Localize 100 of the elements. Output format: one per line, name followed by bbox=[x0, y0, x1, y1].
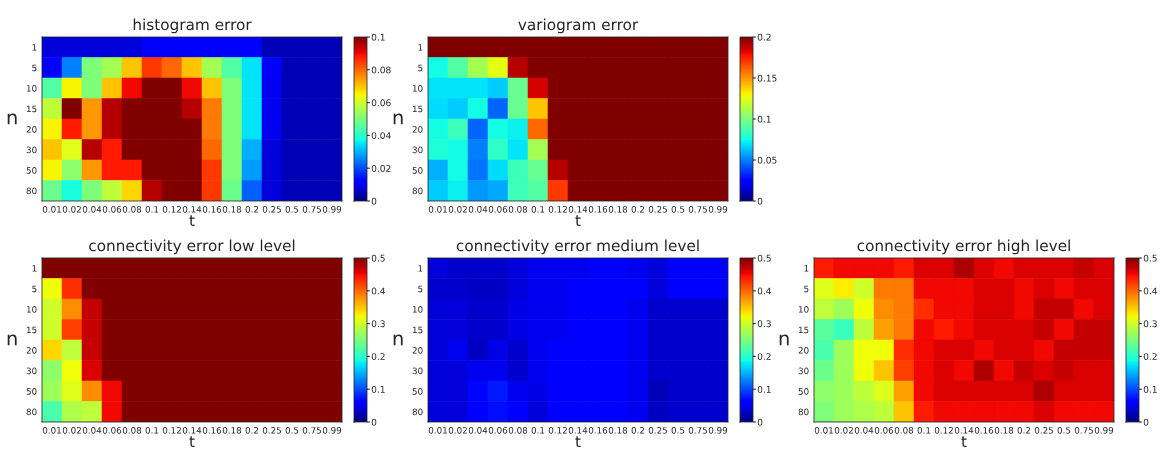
color-bar-label: 0 bbox=[371, 418, 377, 426]
x-tick-label: 0.18 bbox=[994, 427, 1014, 434]
y-tick-label: 80 bbox=[26, 408, 37, 416]
y-tick-label: 1 bbox=[418, 265, 423, 272]
x-tick-label: 0.5 bbox=[1057, 427, 1071, 434]
x-tick-label: 0.04 bbox=[82, 206, 102, 213]
x-tick-label: 0.12 bbox=[548, 427, 567, 434]
x-tick-label: 0.02 bbox=[62, 427, 81, 434]
x-tick-label: 0.06 bbox=[102, 427, 122, 434]
y-tick-label: 15 bbox=[26, 326, 37, 334]
x-tick-label: 0.01 bbox=[42, 427, 61, 434]
color-bar-label: 0 bbox=[757, 418, 763, 426]
x-tick-label: 0.1 bbox=[531, 206, 545, 213]
x-tick-label: 0.75 bbox=[1074, 427, 1093, 434]
y-tick-label: 1 bbox=[32, 44, 37, 51]
x-tick-label: 0.2 bbox=[245, 206, 259, 213]
x-tick-label: 0.1 bbox=[145, 427, 159, 434]
x-tick-label: 0.18 bbox=[222, 427, 242, 434]
color-bar-label: 0.1 bbox=[757, 115, 771, 123]
x-axis-title: t bbox=[189, 215, 195, 226]
y-axis-title: n bbox=[7, 334, 17, 346]
x-tick-label: 0.04 bbox=[854, 427, 874, 434]
x-tick-label: 0.16 bbox=[974, 427, 994, 434]
x-tick-label: 0.06 bbox=[874, 427, 894, 434]
color-bar-label: 0.5 bbox=[1143, 254, 1157, 262]
x-tick-label: 0.14 bbox=[954, 427, 974, 434]
y-tick-label: 10 bbox=[412, 85, 423, 92]
color-bar-label: 0.5 bbox=[757, 254, 771, 262]
y-tick-label: 5 bbox=[32, 285, 37, 293]
color-bar-label: 0.1 bbox=[757, 385, 771, 393]
x-tick-label: 0.12 bbox=[162, 206, 181, 213]
x-tick-label: 0.12 bbox=[934, 427, 953, 434]
x-tick-label: 0.01 bbox=[42, 206, 61, 213]
color-bar-label: 0 bbox=[1143, 418, 1149, 426]
x-tick-label: 0.99 bbox=[322, 206, 342, 213]
y-tick-label: 5 bbox=[32, 64, 37, 72]
x-tick-label: 0.25 bbox=[262, 206, 281, 213]
x-tick-label: 0.2 bbox=[245, 427, 259, 434]
color-bar-label: 0 bbox=[757, 197, 763, 205]
y-tick-label: 10 bbox=[798, 306, 809, 313]
x-tick-label: 0.02 bbox=[448, 427, 467, 434]
x-tick-label: 0.01 bbox=[428, 427, 447, 434]
y-axis-title: n bbox=[393, 113, 403, 125]
x-tick-label: 0.08 bbox=[508, 427, 528, 434]
x-tick-label: 0.18 bbox=[608, 427, 628, 434]
x-tick-label: 0.02 bbox=[834, 427, 853, 434]
x-tick-label: 0.06 bbox=[102, 206, 122, 213]
x-tick-label: 0.25 bbox=[648, 427, 667, 434]
x-tick-label: 0.16 bbox=[588, 206, 608, 213]
x-tick-label: 0.75 bbox=[688, 427, 707, 434]
x-tick-label: 0.99 bbox=[322, 427, 342, 434]
y-tick-label: 80 bbox=[798, 408, 809, 416]
x-tick-label: 0.14 bbox=[568, 206, 588, 213]
x-tick-label: 0.08 bbox=[122, 206, 142, 213]
color-bar-label: 0 bbox=[371, 197, 377, 205]
chart-title: histogram error bbox=[133, 18, 252, 34]
x-tick-label: 0.02 bbox=[62, 206, 81, 213]
x-axis-title: t bbox=[961, 436, 967, 447]
x-tick-label: 0.08 bbox=[508, 206, 528, 213]
x-tick-label: 0.06 bbox=[488, 206, 508, 213]
color-bar-label: 0.05 bbox=[757, 156, 777, 164]
y-tick-label: 80 bbox=[26, 187, 37, 195]
color-bar-label: 0.04 bbox=[371, 132, 391, 139]
x-tick-label: 0.25 bbox=[1034, 427, 1053, 434]
y-tick-label: 15 bbox=[798, 326, 809, 334]
x-tick-label: 0.04 bbox=[468, 427, 488, 434]
color-bar-label: 0.2 bbox=[757, 353, 771, 360]
color-bar-label: 0.4 bbox=[1143, 287, 1158, 295]
x-tick-label: 0.1 bbox=[145, 206, 159, 213]
y-axis-title: n bbox=[7, 113, 17, 125]
color-bar-label: 0.02 bbox=[371, 164, 391, 172]
x-tick-label: 0.02 bbox=[448, 206, 467, 213]
y-tick-label: 30 bbox=[26, 146, 37, 154]
y-axis-title: n bbox=[393, 334, 403, 346]
y-tick-label: 10 bbox=[26, 85, 37, 92]
y-tick-label: 10 bbox=[26, 306, 37, 313]
x-tick-label: 0.16 bbox=[202, 427, 222, 434]
x-axis-title: t bbox=[189, 436, 195, 447]
chart-title: connectivity error medium level bbox=[456, 239, 699, 255]
x-tick-label: 0.08 bbox=[894, 427, 914, 434]
x-axis-title: t bbox=[575, 436, 581, 447]
x-tick-label: 0.14 bbox=[568, 427, 588, 434]
y-tick-label: 30 bbox=[26, 367, 37, 375]
y-tick-label: 5 bbox=[418, 64, 423, 72]
x-tick-label: 0.2 bbox=[631, 427, 645, 434]
y-tick-label: 80 bbox=[412, 408, 423, 416]
y-tick-label: 1 bbox=[418, 44, 423, 51]
y-tick-label: 50 bbox=[26, 167, 37, 174]
x-tick-label: 0.25 bbox=[262, 427, 281, 434]
color-bar-label: 0.2 bbox=[371, 353, 385, 360]
y-tick-label: 20 bbox=[26, 347, 37, 354]
color-bar-label: 0.06 bbox=[371, 99, 391, 107]
color-bar-label: 0.15 bbox=[757, 74, 777, 82]
y-tick-label: 50 bbox=[412, 388, 423, 395]
y-tick-label: 20 bbox=[412, 126, 423, 133]
x-axis-title: t bbox=[575, 215, 581, 226]
color-bar-label: 0.4 bbox=[757, 287, 772, 295]
x-tick-label: 0.99 bbox=[1094, 427, 1114, 434]
x-tick-label: 0.99 bbox=[708, 206, 728, 213]
x-tick-label: 0.12 bbox=[162, 427, 181, 434]
